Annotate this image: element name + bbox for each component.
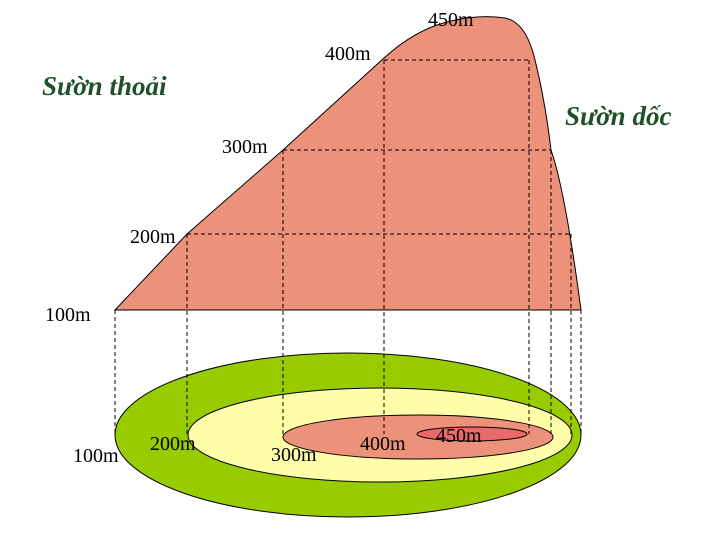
profile-label-100: 100m (45, 304, 91, 326)
steep-slope-label: Sườn dốc (565, 101, 671, 131)
profile-level-lines (187, 59, 571, 235)
contour-ring-400 (416, 426, 528, 442)
profile-label-300: 300m (222, 136, 268, 158)
contour-label-200: 200m (150, 433, 196, 455)
profile-label-400: 400m (325, 43, 371, 65)
projection-lines (114, 60, 582, 437)
elevation-profile (113, 16, 582, 311)
contour-label-450: 450m (436, 425, 482, 447)
contour-label-400: 400m (360, 433, 406, 455)
gentle-slope-label: Sườn thoải (42, 71, 167, 101)
contour-label-100: 100m (73, 445, 119, 467)
contour-ring-300 (282, 414, 554, 460)
profile-label-200: 200m (130, 226, 176, 248)
profile-label-450: 450m (428, 9, 474, 31)
contour-label-300: 300m (271, 444, 317, 466)
